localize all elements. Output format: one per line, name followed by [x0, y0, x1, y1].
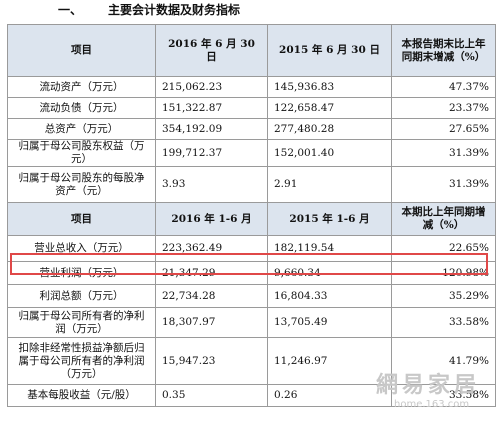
- row-change: 27.65%: [391, 118, 496, 140]
- row-value-2015: 0.26: [267, 384, 392, 407]
- row-value-2016: 199,712.37: [155, 139, 268, 167]
- header-date-2015: 2015 年 6 月 30 日: [267, 24, 392, 77]
- row-value-2016: 151,322.87: [155, 97, 268, 119]
- row-value-2015: 122,658.47: [267, 97, 392, 119]
- table-row: 归属于母公司股东权益（万元） 199,712.37 152,001.40 31.…: [7, 139, 496, 167]
- row-change: 31.39%: [391, 139, 496, 167]
- table-row: 流动负债（万元） 151,322.87 122,658.47 23.37%: [7, 97, 496, 119]
- row-item: 利润总额（万元）: [7, 284, 156, 308]
- table-row: 归属于母公司股东的每股净资产（元） 3.93 2.91 31.39%: [7, 166, 496, 203]
- income-header-row: 项目 2016 年 1-6 月 2015 年 1-6 月 本期比上年同期增减（%…: [7, 202, 496, 236]
- financial-table: 项目 2016 年 6 月 30 日 2015 年 6 月 30 日 本报告期末…: [7, 24, 496, 407]
- section-title: 主要会计数据及财务指标: [108, 3, 241, 17]
- table-row: 总资产（万元） 354,192.09 277,480.28 27.65%: [7, 118, 496, 140]
- row-item: 扣除非经常性损益净额后归属于母公司所有者的净利润（万元）: [7, 337, 156, 385]
- row-item: 流动负债（万元）: [7, 97, 156, 119]
- row-value-2015: 2.91: [267, 166, 392, 203]
- header-period-2015: 2015 年 1-6 月: [267, 202, 392, 236]
- row-item: 归属于母公司股东权益（万元）: [7, 139, 156, 167]
- row-item: 营业总收入（万元）: [7, 235, 156, 262]
- row-value-2016: 354,192.09: [155, 118, 268, 140]
- table-row: 归属于母公司所有者的净利润（万元） 18,307.97 13,705.49 33…: [7, 307, 496, 338]
- header-date-2016: 2016 年 6 月 30 日: [155, 24, 268, 77]
- table-row: 利润总额（万元） 22,734.28 16,804.33 35.29%: [7, 284, 496, 308]
- row-item: 归属于母公司所有者的净利润（万元）: [7, 307, 156, 338]
- row-change: 35.29%: [391, 284, 496, 308]
- row-value-2016: 22,734.28: [155, 284, 268, 308]
- row-value-2016: 3.93: [155, 166, 268, 203]
- section-number: 一、: [58, 3, 83, 17]
- header-item: 项目: [7, 202, 156, 236]
- header-change: 本期比上年同期增减（%）: [391, 202, 496, 236]
- row-item: 基本每股收益（元/股）: [7, 384, 156, 407]
- table-row: 基本每股收益（元/股） 0.35 0.26 33.58%: [7, 384, 496, 407]
- row-value-2015: 145,936.83: [267, 76, 392, 98]
- row-change: 22.65%: [391, 235, 496, 262]
- row-value-2016: 18,307.97: [155, 307, 268, 338]
- row-change: 47.37%: [391, 76, 496, 98]
- row-value-2015: 16,804.33: [267, 284, 392, 308]
- table-row: 扣除非经常性损益净额后归属于母公司所有者的净利润（万元） 15,947.23 1…: [7, 337, 496, 385]
- row-change: 31.39%: [391, 166, 496, 203]
- section-heading: 一、 主要会计数据及财务指标: [58, 2, 240, 18]
- revenue-highlight-box: [10, 253, 488, 275]
- row-item: 归属于母公司股东的每股净资产（元）: [7, 166, 156, 203]
- row-change: 41.79%: [391, 337, 496, 385]
- row-value-2015: 277,480.28: [267, 118, 392, 140]
- row-value-2016: 215,062.23: [155, 76, 268, 98]
- row-value-2016: 223,362.49: [155, 235, 268, 262]
- row-change: 23.37%: [391, 97, 496, 119]
- row-value-2016: 15,947.23: [155, 337, 268, 385]
- row-value-2015: 13,705.49: [267, 307, 392, 338]
- row-change: 33.58%: [391, 307, 496, 338]
- row-value-2015: 11,246.97: [267, 337, 392, 385]
- table-row: 营业总收入（万元） 223,362.49 182,119.54 22.65%: [7, 235, 496, 262]
- row-value-2016: 0.35: [155, 384, 268, 407]
- header-item: 项目: [7, 24, 156, 77]
- row-item: 总资产（万元）: [7, 118, 156, 140]
- table-row: 流动资产（万元） 215,062.23 145,936.83 47.37%: [7, 76, 496, 98]
- balance-header-row: 项目 2016 年 6 月 30 日 2015 年 6 月 30 日 本报告期末…: [7, 24, 496, 77]
- header-period-2016: 2016 年 1-6 月: [155, 202, 268, 236]
- row-value-2015: 152,001.40: [267, 139, 392, 167]
- row-item: 流动资产（万元）: [7, 76, 156, 98]
- row-change: 33.58%: [391, 384, 496, 407]
- header-change: 本报告期末比上年同期末增减（%）: [391, 24, 496, 77]
